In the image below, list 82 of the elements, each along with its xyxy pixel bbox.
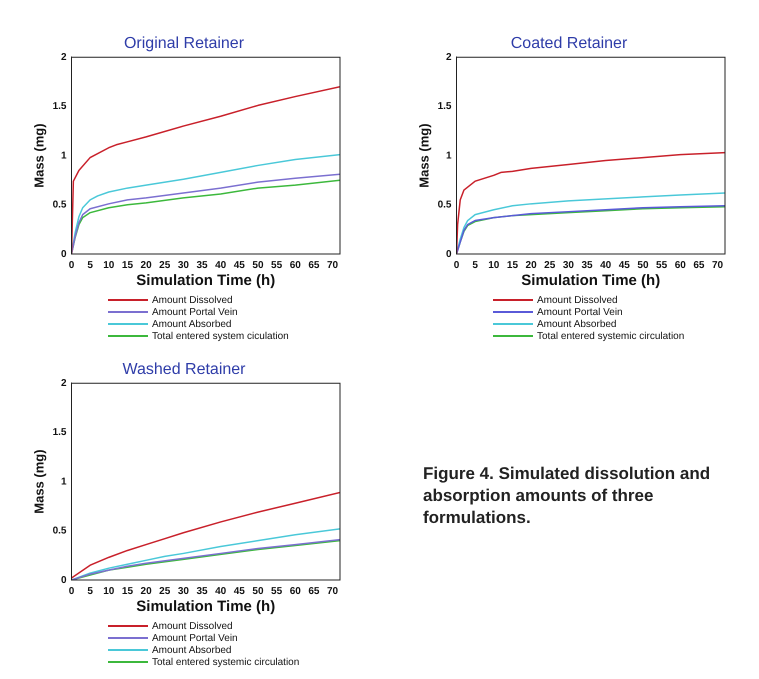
legend-label: Total entered systemic circulation <box>152 656 300 668</box>
caption: Figure 4. Simulated dissolution and absorption amounts of three formulations. <box>423 463 712 529</box>
x-tick-label: 10 <box>488 260 500 271</box>
x-tick-label: 30 <box>178 586 190 597</box>
x-tick-label: 70 <box>712 260 724 271</box>
y-tick-label: 0.5 <box>52 526 67 537</box>
x-tick-label: 15 <box>506 260 518 271</box>
legend-label: Amount Absorbed <box>152 318 232 330</box>
x-axis-title: Simulation Time (h) <box>136 598 276 616</box>
x-axis-title: Simulation Time (h) <box>136 272 276 290</box>
x-tick-label: 70 <box>326 586 339 597</box>
x-tick-label: 50 <box>252 260 264 271</box>
x-tick-label: 45 <box>234 260 246 271</box>
y-tick-label: 1.5 <box>438 101 452 112</box>
x-tick-label: 40 <box>215 260 227 271</box>
y-tick-label: 1.5 <box>52 101 67 112</box>
y-axis-title: Mass (mg) <box>31 449 46 514</box>
legend-label: Total entered system ciculation <box>152 330 289 342</box>
x-tick-label: 30 <box>178 260 190 271</box>
y-tick-label: 2 <box>446 52 452 63</box>
y-tick-label: 1 <box>446 150 452 162</box>
x-tick-label: 30 <box>562 260 574 271</box>
x-tick-label: 10 <box>103 260 115 271</box>
legend-label: Amount Dissolved <box>537 294 618 306</box>
x-tick-label: 45 <box>618 260 630 271</box>
y-tick-label: 1.5 <box>52 427 67 438</box>
x-tick-label: 5 <box>87 586 94 597</box>
x-tick-label: 5 <box>87 260 94 271</box>
x-tick-label: 5 <box>472 260 478 271</box>
legend-label: Total entered systemic circulation <box>537 330 684 342</box>
x-tick-label: 45 <box>234 586 246 597</box>
y-tick-label: 1 <box>60 476 67 488</box>
legend-label: Amount Portal Vein <box>152 306 238 318</box>
x-tick-label: 50 <box>637 260 649 271</box>
x-axis-title: Simulation Time (h) <box>521 272 660 290</box>
y-tick-label: 0.5 <box>438 200 452 211</box>
x-tick-label: 35 <box>196 260 208 271</box>
y-axis-title: Mass (mg) <box>416 123 432 188</box>
y-tick-label: 2 <box>60 52 67 63</box>
y-axis-title: Mass (mg) <box>31 123 46 188</box>
x-tick-label: 20 <box>140 586 152 597</box>
x-tick-label: 65 <box>693 260 705 271</box>
legend-label: Amount Portal Vein <box>152 632 238 644</box>
y-tick-label: 0 <box>60 574 67 586</box>
x-tick-label: 15 <box>122 586 134 597</box>
chart-title: Original Retainer <box>124 35 245 52</box>
x-tick-label: 20 <box>526 260 538 271</box>
x-tick-label: 65 <box>308 260 320 271</box>
x-tick-label: 40 <box>600 260 612 271</box>
x-tick-label: 40 <box>215 586 227 597</box>
legend-label: Amount Absorbed <box>537 318 616 330</box>
x-tick-label: 25 <box>544 260 556 271</box>
legend-label: Amount Dissolved <box>152 620 233 632</box>
x-tick-label: 60 <box>674 260 686 271</box>
x-tick-label: 15 <box>122 260 134 271</box>
x-tick-label: 10 <box>103 586 115 597</box>
x-tick-label: 35 <box>581 260 594 271</box>
legend-label: Amount Dissolved <box>152 294 233 306</box>
x-tick-label: 25 <box>159 586 171 597</box>
x-tick-label: 50 <box>252 586 264 597</box>
x-tick-label: 0 <box>68 260 75 271</box>
y-tick-label: 0 <box>446 248 452 260</box>
y-tick-label: 0.5 <box>52 200 67 211</box>
x-tick-label: 60 <box>290 586 302 597</box>
y-tick-label: 2 <box>60 378 67 389</box>
x-tick-label: 55 <box>656 260 668 271</box>
x-tick-label: 60 <box>290 260 302 271</box>
chart-title: Washed Retainer <box>122 361 246 378</box>
x-tick-label: 70 <box>326 260 339 271</box>
x-tick-label: 0 <box>68 586 75 597</box>
x-tick-label: 0 <box>454 260 460 271</box>
x-tick-label: 20 <box>140 260 152 271</box>
x-tick-label: 25 <box>159 260 171 271</box>
legend-label: Amount Absorbed <box>152 644 232 656</box>
x-tick-label: 65 <box>308 586 320 597</box>
chart-title: Coated Retainer <box>510 35 628 52</box>
x-tick-label: 35 <box>196 586 208 597</box>
y-tick-label: 1 <box>60 150 67 162</box>
y-tick-label: 0 <box>60 248 67 260</box>
x-tick-label: 55 <box>271 586 283 597</box>
legend-label: Amount Portal Vein <box>537 306 623 318</box>
x-tick-label: 55 <box>271 260 283 271</box>
